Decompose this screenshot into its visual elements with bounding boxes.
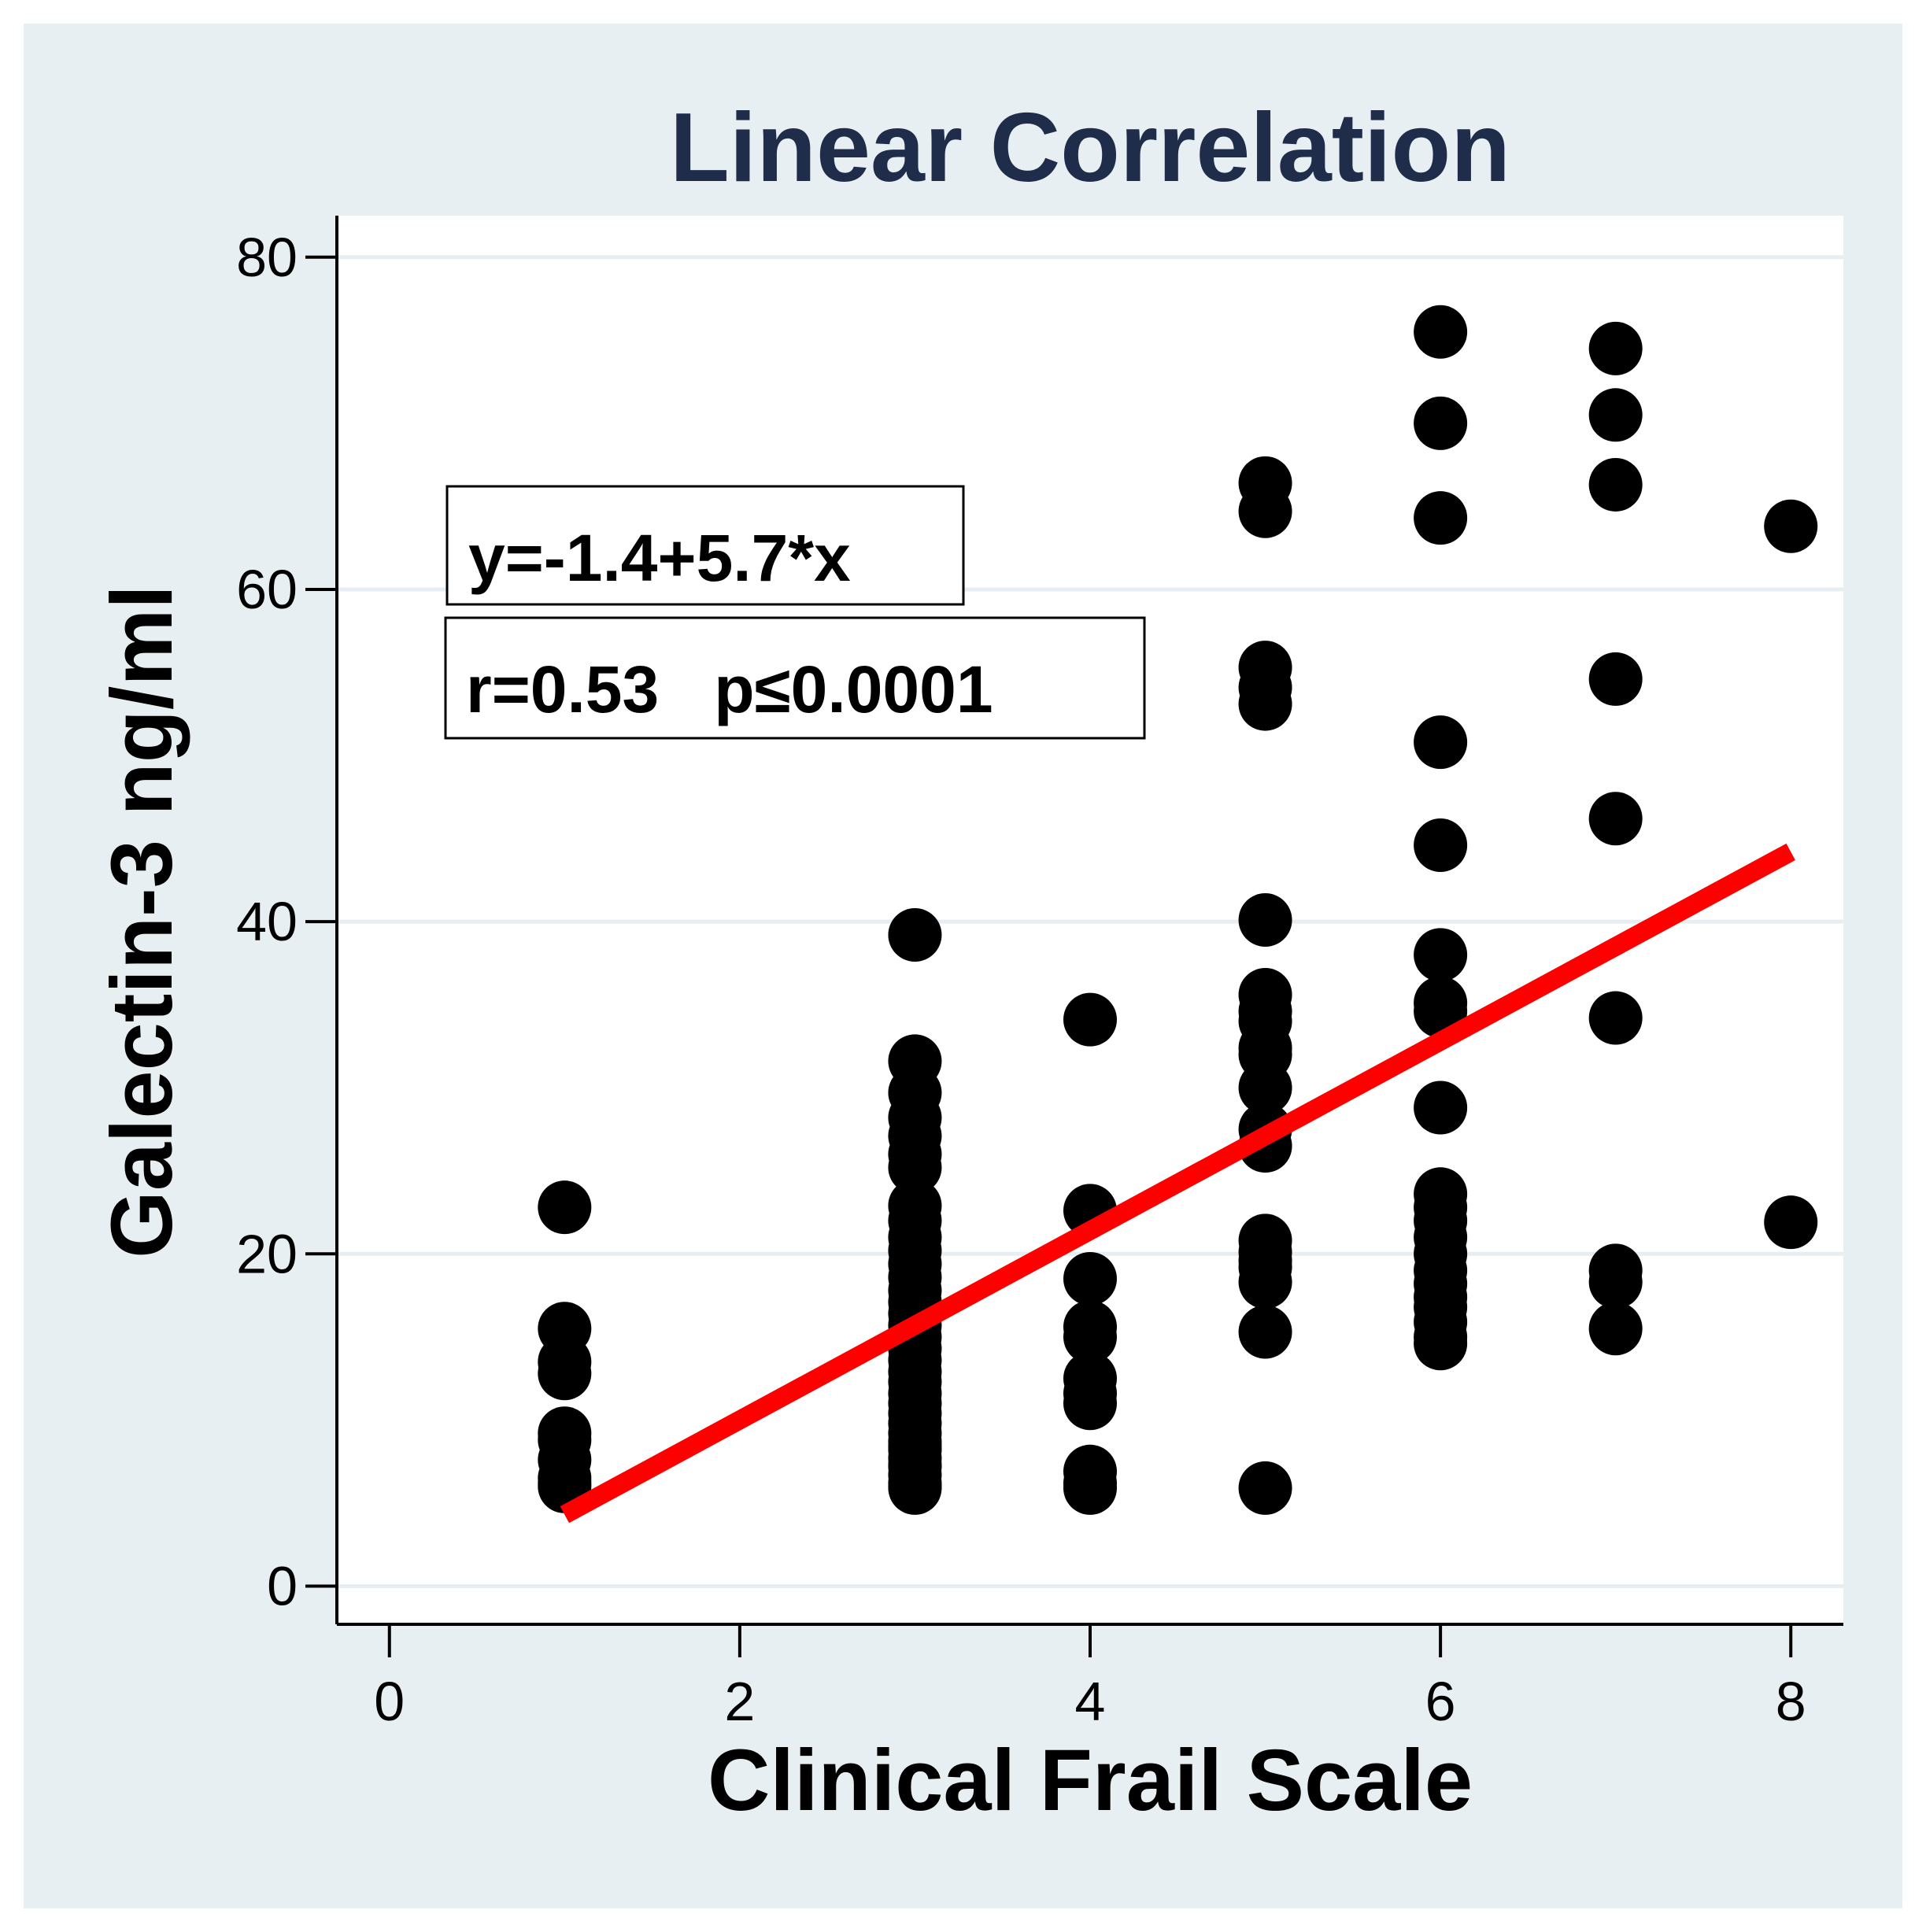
data-point — [1063, 1376, 1117, 1431]
data-point — [1588, 652, 1643, 706]
fit-line — [560, 843, 1795, 1524]
data-point — [1063, 1461, 1117, 1515]
y-tick-label-60: 60 — [236, 559, 298, 620]
data-point — [1238, 1305, 1292, 1359]
y-tick-label-20: 20 — [236, 1223, 298, 1284]
data-point — [1063, 992, 1117, 1047]
equation-text: y=-1.4+5.7*x — [468, 521, 851, 595]
data-point — [1588, 1302, 1643, 1356]
x-tick-label-6: 6 — [1425, 1671, 1456, 1732]
data-point — [1414, 1317, 1468, 1371]
data-point — [888, 907, 942, 962]
data-point — [1063, 1310, 1117, 1364]
stats-annotation: r=0.53 p≤0.0001 — [444, 616, 1146, 740]
data-point — [1414, 305, 1468, 359]
x-axis-title: Clinical Frail Scale — [708, 1732, 1473, 1829]
data-point — [538, 1451, 592, 1505]
stats-text: r=0.53 p≤0.0001 — [466, 652, 993, 726]
data-point — [1238, 1061, 1292, 1115]
x-tick-label-2: 2 — [724, 1671, 755, 1732]
data-point — [1238, 484, 1292, 538]
data-point — [1588, 388, 1643, 442]
chart-title: Linear Correlation — [670, 94, 1510, 202]
data-point — [1238, 1461, 1292, 1515]
data-point — [1238, 677, 1292, 731]
fit-line-layer — [560, 843, 1795, 1524]
y-tick-label-80: 80 — [236, 227, 298, 288]
data-point — [538, 1346, 592, 1401]
data-point — [1588, 321, 1643, 375]
y-tick-label-40: 40 — [236, 891, 298, 952]
data-point — [1414, 818, 1468, 873]
y-tick-label-0: 0 — [267, 1555, 298, 1616]
data-point — [1588, 991, 1643, 1045]
axes: 0 20 40 60 80 0 2 4 6 8 — [236, 216, 1843, 1732]
data-point — [1588, 792, 1643, 846]
data-point — [538, 1180, 592, 1235]
stats-box — [444, 616, 1146, 740]
data-point — [1238, 1225, 1292, 1280]
data-point — [1764, 499, 1818, 553]
data-points — [538, 305, 1818, 1515]
data-point — [1238, 893, 1292, 947]
equation-annotation: y=-1.4+5.7*x — [445, 485, 965, 606]
data-point — [888, 1140, 942, 1195]
data-point — [1414, 1081, 1468, 1135]
gridlines — [337, 255, 1843, 1588]
data-point — [1063, 1251, 1117, 1306]
x-tick-label-4: 4 — [1075, 1671, 1106, 1732]
equation-box — [445, 485, 965, 606]
data-point — [888, 1420, 942, 1474]
x-tick-label-8: 8 — [1776, 1671, 1806, 1732]
x-tick-label-0: 0 — [374, 1671, 405, 1732]
y-axis-title: Galectin-3 ng/ml — [94, 585, 190, 1258]
data-point — [1414, 715, 1468, 770]
data-point — [1588, 457, 1643, 512]
data-point — [1414, 928, 1468, 982]
data-point — [1414, 396, 1468, 450]
data-point — [1414, 491, 1468, 545]
data-point — [1764, 1195, 1818, 1250]
data-point — [1588, 1255, 1643, 1310]
